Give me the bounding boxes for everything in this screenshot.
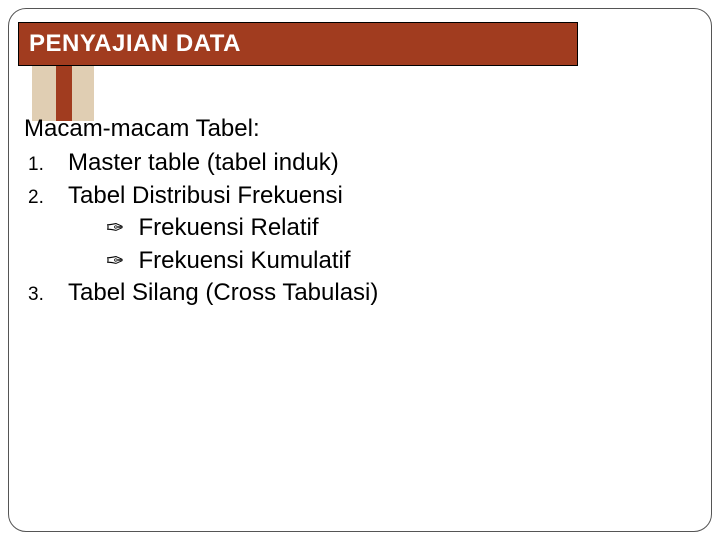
sub-list-item: ✑ Frekuensi Kumulatif <box>24 245 696 277</box>
slide-title: PENYAJIAN DATA <box>29 30 241 58</box>
sub-list-item: ✑ Frekuensi Relatif <box>24 212 696 244</box>
title-bar: PENYAJIAN DATA <box>18 22 578 66</box>
list-item: 1. Master table (tabel induk) <box>24 147 696 179</box>
bullet-icon: ✑ <box>106 246 124 276</box>
list-item: 2. Tabel Distribusi Frekuensi <box>24 180 696 212</box>
item-text: Tabel Distribusi Frekuensi <box>68 180 696 212</box>
item-text: Master table (tabel induk) <box>68 147 696 179</box>
subitem-text: Frekuensi Relatif <box>138 212 318 244</box>
list-item: 3. Tabel Silang (Cross Tabulasi) <box>24 277 696 309</box>
item-number: 3. <box>24 282 68 308</box>
item-text: Tabel Silang (Cross Tabulasi) <box>68 277 696 309</box>
subitem-text: Frekuensi Kumulatif <box>138 245 350 277</box>
bullet-icon: ✑ <box>106 213 124 243</box>
content-heading: Macam-macam Tabel: <box>24 113 696 145</box>
item-number: 2. <box>24 185 68 211</box>
content-area: Macam-macam Tabel: 1. Master table (tabe… <box>24 113 696 309</box>
item-number: 1. <box>24 152 68 178</box>
